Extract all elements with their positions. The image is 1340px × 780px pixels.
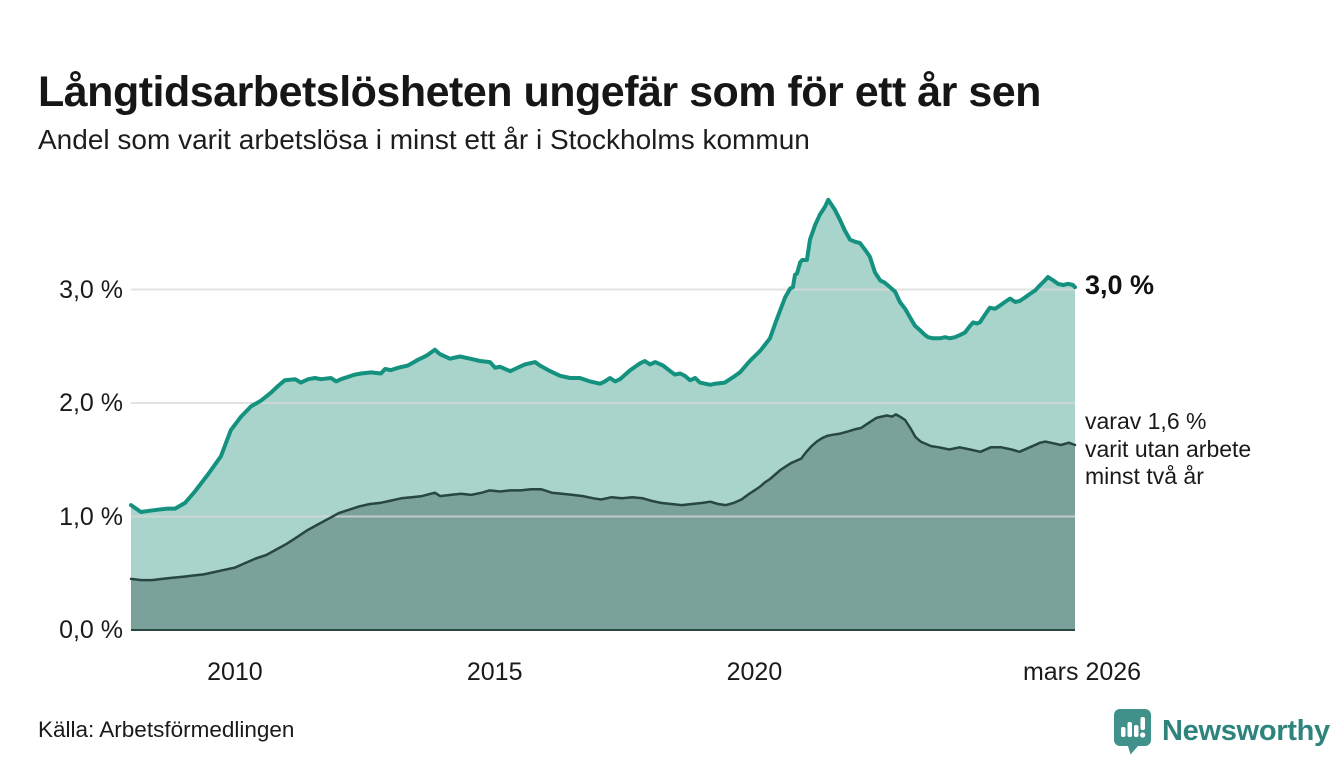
series-line [129,413,1077,582]
newsworthy-bubble-chart-icon [1112,707,1153,755]
area-fill [131,414,1075,630]
page-subtitle: Andel som varit arbetslösa i minst ett å… [38,124,810,155]
x-axis-tick-label: 2010 [207,658,263,686]
x-axis-tick-label: 2020 [726,658,783,686]
series-line [129,197,1077,514]
series-end-label-subset: varav 1,6 % varit utan arbete minst två … [1085,408,1251,491]
series-end-label-subset-line2: varit utan arbete [1085,435,1252,462]
y-axis-tick-label: 3,0 % [59,275,123,304]
newsworthy-wordmark: Newsworthy [1162,714,1330,747]
newsworthy-logo[interactable]: Newsworthy [1112,707,1330,755]
x-axis-tick-label: mars 2026 [1022,658,1142,686]
x-axis-tick-label: 2015 [466,658,523,686]
y-axis-tick-label: 0,0 % [59,616,123,644]
series-end-label-subset-line3: minst två år [1085,463,1204,489]
y-axis-tick-label: 2,0 % [59,389,123,417]
page-title: Långtidsarbetslösheten ungefär som för e… [38,67,1041,116]
source-caption: Källa: Arbetsförmedlingen [38,717,295,742]
y-axis-tick-label: 1,0 % [59,502,123,531]
series-end-label-subset-line1: varav 1,6 % [1085,408,1207,434]
series-end-label-total: 3,0 % [1085,270,1155,300]
